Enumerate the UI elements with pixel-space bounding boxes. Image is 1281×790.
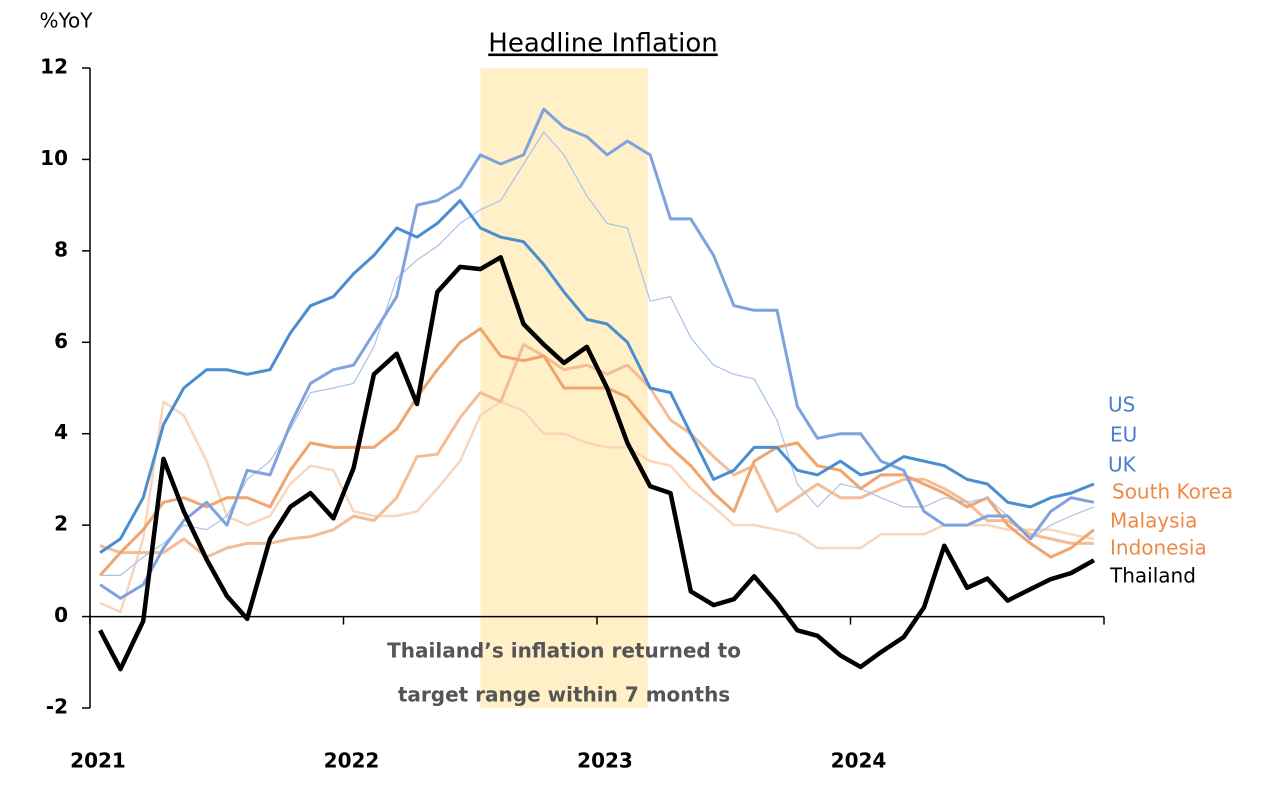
x-tick-label: 2022 — [324, 749, 380, 773]
x-tick-label: 2024 — [831, 749, 887, 773]
x-tick-label: 2023 — [577, 749, 633, 773]
y-tick-label: 4 — [54, 420, 68, 444]
series-line — [99, 199, 1095, 554]
legend-label: US — [1108, 393, 1135, 417]
y-tick-label: 10 — [40, 146, 68, 170]
y-tick-label: -2 — [46, 695, 68, 719]
legend-label: Malaysia — [1110, 509, 1197, 533]
legend-label: UK — [1108, 453, 1137, 477]
legend-label: Indonesia — [1110, 536, 1207, 560]
legend-label: EU — [1110, 423, 1137, 447]
y-tick-label: 8 — [54, 237, 68, 261]
series-line — [99, 400, 1095, 614]
y-tick-label: 2 — [54, 512, 68, 536]
y-tick-label: 0 — [54, 603, 68, 627]
series-line — [98, 255, 1095, 672]
series-line — [100, 131, 1095, 576]
series-line — [99, 107, 1095, 600]
series-line — [98, 327, 1095, 577]
y-axis-label: %YoY — [39, 9, 93, 33]
y-tick-label: 6 — [54, 329, 68, 353]
y-tick-label: 12 — [40, 55, 68, 79]
annotation: target range within 7 months — [398, 683, 730, 707]
legend-label: South Korea — [1112, 480, 1233, 504]
chart-title: Headline Inflation — [488, 29, 717, 59]
x-tick-label: 2021 — [70, 749, 126, 773]
annotation: Thailand’s inflation returned to — [387, 639, 741, 663]
legend-label: Thailand — [1109, 564, 1196, 588]
